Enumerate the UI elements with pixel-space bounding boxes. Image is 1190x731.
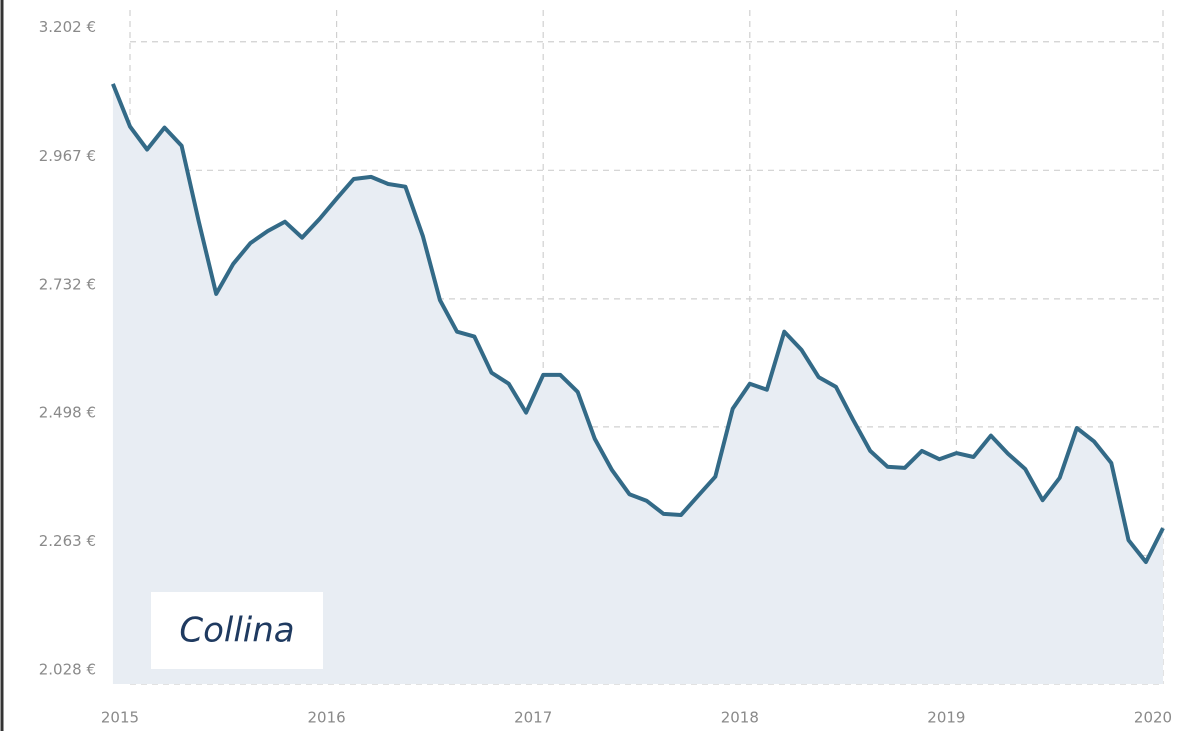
y-tick-label: 2.498 € <box>39 403 96 421</box>
y-tick-label: 2.263 € <box>39 532 96 550</box>
y-tick-label: 2.732 € <box>39 275 96 293</box>
x-tick-label: 2019 <box>927 709 965 727</box>
x-tick-label: 2020 <box>1134 709 1172 727</box>
y-tick-label: 2.967 € <box>39 147 96 165</box>
annotation: Collina <box>179 611 294 651</box>
plot <box>111 83 1165 684</box>
line <box>111 83 1165 564</box>
annotation-box <box>151 592 323 669</box>
area <box>112 83 1163 684</box>
x-tick-label: 2018 <box>721 709 759 727</box>
x-tick-label: 2017 <box>514 709 552 727</box>
y-tick-label: 3.202 € <box>39 18 96 36</box>
x-tick-label: 2015 <box>101 709 139 727</box>
y-tick-label: 2.028 € <box>39 661 96 679</box>
x-tick-label: 2016 <box>308 709 346 727</box>
